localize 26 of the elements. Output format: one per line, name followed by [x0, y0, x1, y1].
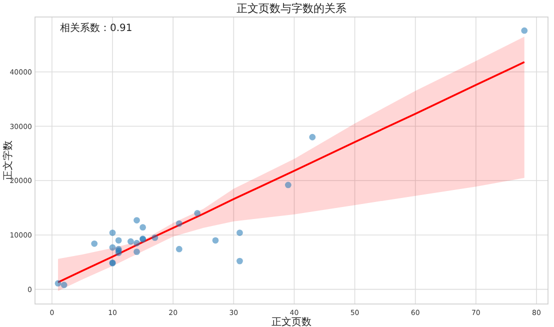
- point: [284, 182, 292, 188]
- point: [134, 240, 140, 246]
- point: [54, 280, 62, 287]
- point: [152, 234, 158, 241]
- point: [309, 134, 316, 140]
- point: [134, 217, 140, 224]
- point: [140, 224, 146, 231]
- point: [60, 282, 68, 288]
- chart-title: 正文页数与字数的关系: [236, 2, 346, 15]
- point: [91, 240, 98, 247]
- point: [176, 220, 182, 227]
- point: [212, 237, 219, 244]
- x-axis-title: 正文页数: [272, 316, 312, 327]
- point: [236, 258, 243, 264]
- point: [134, 248, 140, 256]
- point: [115, 237, 122, 244]
- y-axis-title: 正文字数: [2, 140, 14, 180]
- point: [115, 250, 122, 256]
- point: [521, 27, 528, 34]
- point: [236, 230, 243, 236]
- point: [109, 244, 116, 251]
- point: [176, 246, 182, 252]
- point: [109, 230, 116, 236]
- point: [127, 238, 134, 245]
- point: [194, 210, 201, 216]
- annotation: 相关系数：0.91: [60, 22, 132, 34]
